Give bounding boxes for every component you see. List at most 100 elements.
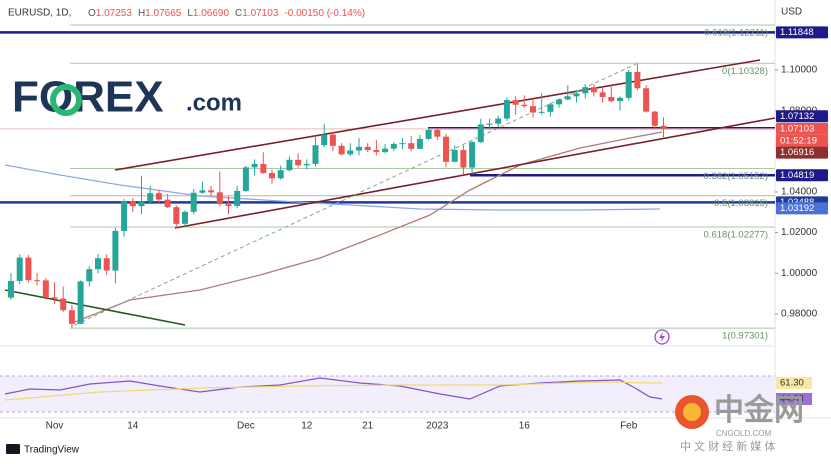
candle-body <box>121 201 128 231</box>
candle-body <box>408 143 415 149</box>
candle-body <box>251 163 258 168</box>
candle-body <box>129 201 136 207</box>
tradingview-brand: TradingView <box>24 445 80 456</box>
price-box-label: 1.03192 <box>780 203 814 214</box>
channel-upper <box>114 59 761 171</box>
y-tick-label: 1.10000 <box>781 65 818 76</box>
candle-body <box>643 88 650 112</box>
candle-body <box>286 159 293 171</box>
candle-body <box>95 258 101 270</box>
candle-body <box>477 124 484 143</box>
candle-body <box>521 104 528 107</box>
ohlc-header: O1.07253 H1.07665 L1.06690 C1.07103 -0.00150… <box>88 8 365 19</box>
rsi-band <box>0 376 775 412</box>
candle-body <box>199 190 206 193</box>
cn-domain: CNGOLD.COM <box>716 429 771 438</box>
cn-slogan: 中 文 财 经 新 媒 体 <box>680 439 775 453</box>
candle-body <box>16 257 23 281</box>
y-tick-label: 1.00000 <box>781 268 818 279</box>
x-tick-label: 16 <box>519 421 531 432</box>
candle-body <box>547 104 554 112</box>
cn-logo-icon-inner <box>683 403 701 421</box>
event-icon-bolt <box>659 332 665 342</box>
y-tick-label: 1.04000 <box>781 187 818 198</box>
price-box <box>776 202 828 215</box>
price-box <box>776 26 828 39</box>
candle-body <box>68 310 75 324</box>
price-box <box>776 110 828 123</box>
price-box-label: 1.03488 <box>780 197 814 208</box>
candle-body <box>8 280 14 298</box>
candle-body <box>364 146 371 151</box>
ohlc-label: H <box>138 8 145 19</box>
labels-layer: 1.100001.080001.040001.020001.000000.980… <box>46 26 828 432</box>
candle-body <box>103 258 110 271</box>
rsi-line <box>4 377 663 400</box>
x-tick-label: 14 <box>127 421 139 432</box>
ohlc-label: C <box>235 8 242 19</box>
price-box-label: 1.07132 <box>780 111 814 122</box>
price-box-label: 1.11848 <box>780 27 814 38</box>
x-tick-label: 12 <box>301 421 313 432</box>
x-tick-label: Feb <box>620 421 638 432</box>
fib-label: 0.618(1.12211) <box>704 28 768 39</box>
candle-body <box>338 145 345 155</box>
candle-body <box>590 87 597 93</box>
fib-label: 0(1.10328) <box>722 66 768 77</box>
candle-body <box>112 230 119 271</box>
tradingview-icon <box>6 444 20 454</box>
candle-body <box>425 129 432 139</box>
price-box-label: 1.04819 <box>780 170 814 181</box>
fib-label: 0.5(1.03815) <box>714 198 768 209</box>
candle-body <box>329 134 336 146</box>
fib-label: 1(0.97301) <box>722 331 768 342</box>
logo-main: FOREX <box>12 73 164 122</box>
candle-body <box>660 125 667 129</box>
candle-body <box>573 93 580 97</box>
fib-label: 0.618(1.02277) <box>704 229 768 240</box>
change: -0.00150 (-0.14%) <box>284 8 365 19</box>
axis-currency: USD <box>781 7 802 18</box>
countdown: 01:52:19 <box>780 135 817 146</box>
candle-body <box>164 199 171 208</box>
ohlc-value: 1.06690 <box>193 8 230 19</box>
fib-trend-line <box>74 63 637 326</box>
candle-body <box>86 269 93 282</box>
candle-body <box>625 72 632 98</box>
candle-body <box>190 192 197 212</box>
candle-body <box>225 204 232 206</box>
price-box-label: 1.06916 <box>780 147 814 158</box>
candle-body <box>382 148 389 153</box>
candle-body <box>373 150 380 153</box>
y-tick-label: 0.98000 <box>781 309 818 320</box>
candle-body <box>277 170 284 179</box>
candle-body <box>451 150 458 162</box>
down-trendline <box>4 289 186 326</box>
candle-body <box>356 146 362 151</box>
candle-body <box>416 138 423 149</box>
candle-body <box>138 201 145 207</box>
ohlc-value: 1.07665 <box>145 8 182 19</box>
candle-body <box>242 167 249 191</box>
logo-suffix: .com <box>186 89 242 116</box>
price-box-label: 1.07103 <box>780 123 814 134</box>
candle-body <box>295 159 302 166</box>
y-tick-label: 1.02000 <box>781 227 818 238</box>
rsi-label: 61.30 <box>780 378 804 389</box>
candle-body <box>216 192 223 205</box>
candle-body <box>147 193 154 202</box>
x-tick-label: Nov <box>46 421 64 432</box>
price-box <box>776 169 828 182</box>
candle-body <box>234 190 241 206</box>
candle-body <box>495 118 502 124</box>
candle-body <box>538 111 545 113</box>
candle-body <box>486 123 493 125</box>
candle-body <box>651 111 658 126</box>
candle-body <box>608 97 615 102</box>
price-box <box>776 122 828 135</box>
candles-layer <box>8 63 667 329</box>
ohlc-label: O <box>88 8 96 19</box>
price-box <box>776 146 828 159</box>
rsi-label: 44.83 <box>780 394 804 405</box>
